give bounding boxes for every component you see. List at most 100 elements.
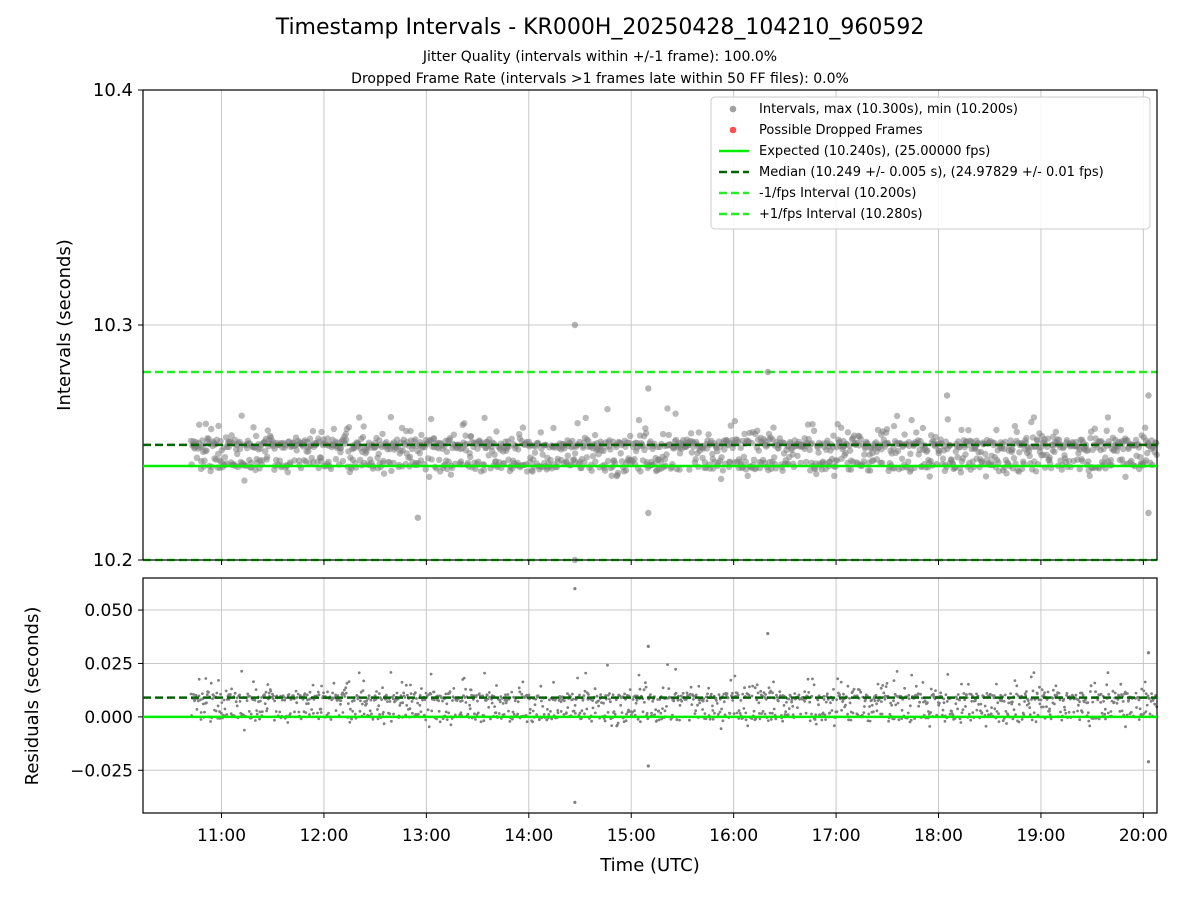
interval-point [252,432,260,440]
interval-point [809,421,816,428]
intervals-y-tick-label: 10.4 [93,80,133,101]
residual-point [459,711,463,715]
residual-point [370,712,373,716]
residual-point [223,707,227,711]
residual-point [906,711,910,715]
interval-point [519,424,527,431]
interval-point [537,429,544,436]
residual-point [928,725,932,728]
interval-point [203,447,210,454]
residual-point [964,705,967,708]
interval-point [1052,428,1060,435]
residuals-y-tick-label: −0.025 [70,761,133,781]
interval-point [356,414,363,421]
residual-point [722,700,726,704]
interval-point [1026,452,1033,460]
residual-point [1055,693,1059,697]
residual-point [618,694,622,698]
interval-point [241,477,248,484]
interval-point [958,426,965,434]
residual-point [484,699,488,702]
residual-point [763,712,767,716]
residual-point [260,710,264,714]
residual-point [889,701,892,705]
residual-point [304,711,308,714]
interval-point [547,456,554,464]
residual-point [1002,699,1006,703]
interval-point [436,456,443,464]
residual-point [995,682,998,686]
residual-point [217,679,220,682]
residual-point [885,682,889,685]
residual-point [606,663,609,667]
residual-point [595,694,599,698]
residual-point [1040,688,1044,692]
interval-point [686,466,693,473]
residual-point [754,717,758,721]
residual-point [999,693,1003,697]
interval-point [661,456,669,463]
residual-point [650,711,653,715]
residual-point [859,690,863,694]
residuals-y-ticks: −0.025 0.000 0.025 0.050 [70,601,143,781]
interval-outlier-point [1145,509,1152,517]
residual-point [1099,701,1103,704]
residual-point [1137,698,1141,702]
residual-point [539,684,543,688]
residual-point [196,699,200,703]
residual-point [897,718,901,722]
intervals-points [187,321,1160,564]
residual-point [720,707,723,711]
interval-point [913,429,920,436]
interval-point [614,469,622,476]
residual-point [927,710,930,713]
residual-point [820,718,824,722]
interval-point [622,467,630,474]
legend: Intervals, max (10.300s), min (10.200s) … [710,96,1151,230]
residual-point [806,677,810,681]
legend-intervals-marker [729,105,737,113]
residual-point [856,713,860,716]
residual-point [1078,718,1082,722]
interval-outlier-point [645,509,652,517]
residual-point [1035,692,1039,696]
residual-point [786,713,790,717]
residual-point [636,717,640,721]
residual-point [881,684,885,687]
residual-point [493,705,496,708]
residual-point [215,691,219,695]
residual-point [701,708,704,711]
residual-point [408,707,412,711]
interval-point [380,470,388,477]
residual-point [528,707,532,711]
interval-point [390,459,397,467]
interval-point [962,451,969,458]
residual-point [739,699,743,702]
residual-point [832,687,835,691]
residual-point [613,712,617,716]
interval-point [982,450,989,458]
interval-point [359,433,367,441]
residual-point [392,712,395,716]
residual-point [803,690,807,693]
residual-point [909,718,913,722]
residual-point [813,718,817,721]
residual-point [339,702,342,706]
residual-point [403,696,407,699]
interval-point [1104,414,1112,421]
interval-point [604,406,611,413]
residual-point [870,703,874,707]
residual-point [997,712,1000,716]
interval-point [284,469,291,476]
interval-point [926,473,933,480]
residual-point [319,707,323,711]
interval-point [550,424,557,432]
interval-point [461,420,468,427]
residual-point [625,712,628,716]
residual-point [989,712,993,716]
residual-point [437,709,441,713]
residual-point [674,691,678,695]
residual-point [441,699,444,703]
residual-point [552,680,555,684]
residual-point [824,700,828,704]
